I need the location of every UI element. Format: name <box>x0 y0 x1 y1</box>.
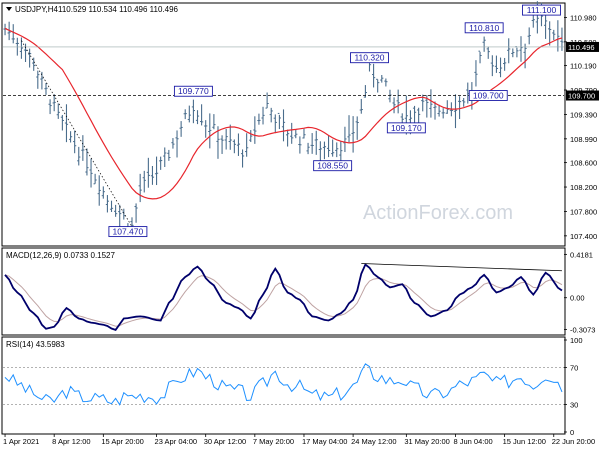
y-axis-tick-label: 108.600 <box>570 159 597 168</box>
macd-label: MACD(12,26,9) 0.0733 0.1527 <box>6 251 116 260</box>
x-axis-tick-label: 15 Jun 12:00 <box>503 437 546 446</box>
x-axis-tick-label: 7 May 20:00 <box>253 437 294 446</box>
rsi-axis-tick-label: 100 <box>570 336 583 345</box>
price-annotation-box <box>464 22 504 34</box>
y-axis-tick-label: 109.390 <box>570 110 597 119</box>
x-axis-tick-label: 31 May 20:00 <box>404 437 449 446</box>
price-annotation-label: 107.470 <box>113 227 144 237</box>
x-axis-tick-label: 17 May 04:00 <box>302 437 347 446</box>
current-price-tag-label: 110.496 <box>568 43 595 52</box>
macd-trendline <box>361 263 562 272</box>
current-price-tag <box>566 41 599 52</box>
macd-line <box>4 263 563 331</box>
y-axis-tick-label: 110.190 <box>570 62 597 71</box>
x-axis-tick-label: 23 Apr 04:00 <box>155 437 198 446</box>
price-annotation-box <box>386 122 426 134</box>
y-axis-tick-label: 107.400 <box>570 232 597 241</box>
macd-axis-tick-label: -0.3073 <box>570 326 595 335</box>
price-annotation-label: 109.170 <box>391 123 422 133</box>
rsi-axis-tick-label: 30 <box>570 400 578 409</box>
price-annotation-box <box>350 52 389 64</box>
y-axis-tick-label: 110.980 <box>570 13 597 22</box>
x-axis-tick-label: 15 Apr 20:00 <box>101 437 144 446</box>
price-annotation-label: 109.700 <box>473 91 504 101</box>
price-annotation-label: 109.770 <box>178 86 209 96</box>
price-annotation-box <box>468 90 508 101</box>
x-axis-tick-label: 8 Apr 12:00 <box>52 437 90 446</box>
support-price-tag-label: 109.700 <box>568 92 595 101</box>
support-price-tag <box>566 90 599 101</box>
rsi-axis-tick-label: 70 <box>570 364 578 373</box>
rsi-line <box>4 363 563 406</box>
price-annotation-label: 111.100 <box>527 5 557 15</box>
x-axis-tick-label: 30 Apr 12:00 <box>204 437 247 446</box>
macd-axis-tick-label: 0.00 <box>570 294 585 303</box>
price-annotation-box <box>522 4 561 16</box>
rsi-axis-tick-label: 0 <box>570 428 574 437</box>
down-trendline <box>21 40 133 227</box>
watermark: ActionForex.com <box>363 202 513 224</box>
y-axis-tick-label: 108.200 <box>570 183 597 192</box>
chart-title-symbol: USDJPY,H4 <box>15 5 59 14</box>
price-annotation-label: 110.320 <box>354 53 384 63</box>
price-annotation-label: 108.550 <box>317 161 348 171</box>
price-annotation-label: 110.810 <box>469 23 499 33</box>
macd-axis-tick-label: 0.4181 <box>570 250 593 259</box>
chart-title-values: 110.529 110.534 110.496 110.496 <box>58 5 179 14</box>
y-axis-tick-label: 107.800 <box>570 207 597 216</box>
price-annotation-box <box>313 160 353 172</box>
moving-average-line <box>4 27 563 200</box>
x-axis-tick-label: 22 Jun 20:00 <box>552 437 595 446</box>
price-annotation-box <box>173 85 213 97</box>
price-annotation-box <box>108 226 148 238</box>
rsi-label: RSI(14) 43.5983 <box>6 340 65 349</box>
x-axis-tick-label: 24 May 12:00 <box>351 437 396 446</box>
y-axis-tick-label: 108.990 <box>570 135 597 144</box>
x-axis-tick-label: 8 Jun 04:00 <box>453 437 492 446</box>
x-axis-tick-label: 1 Apr 2021 <box>3 437 39 446</box>
collapse-arrow-icon[interactable] <box>6 7 12 11</box>
